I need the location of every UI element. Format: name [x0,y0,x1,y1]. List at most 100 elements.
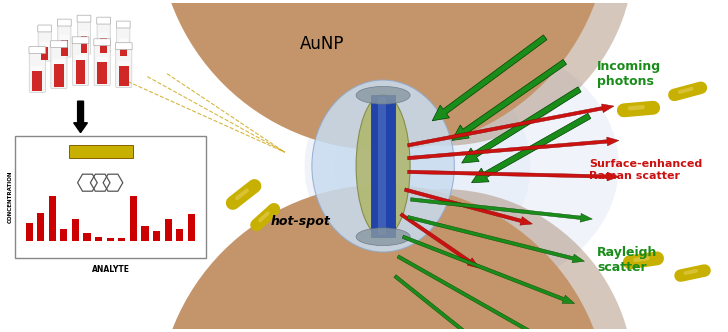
FancyBboxPatch shape [38,25,52,32]
Circle shape [157,185,609,332]
FancyBboxPatch shape [50,41,67,47]
Point [653,256,662,260]
FancyArrow shape [74,101,87,132]
Point [687,87,696,91]
FancyArrow shape [400,213,479,268]
Line: 2 pts: 2 pts [674,88,701,95]
Bar [119,38,127,43]
Ellipse shape [356,86,410,104]
Bar [81,36,87,53]
Bar [60,35,68,40]
FancyBboxPatch shape [116,21,130,28]
Point [700,269,709,273]
Point [264,211,272,215]
Bar [84,233,90,241]
Bar [53,59,65,64]
FancyArrow shape [432,35,547,121]
FancyArrow shape [408,170,619,181]
Text: Surface-enhanced
Raman scatter: Surface-enhanced Raman scatter [590,159,703,181]
Circle shape [157,0,609,150]
Line: 2 pts: 2 pts [624,108,653,110]
Line: 2 pts: 2 pts [260,213,268,220]
Point [280,150,289,154]
Ellipse shape [356,95,410,237]
Bar [165,219,172,241]
Bar [96,57,108,62]
FancyArrow shape [407,215,585,263]
FancyBboxPatch shape [58,19,71,26]
Bar [15,135,206,258]
Ellipse shape [334,68,531,264]
Bar [378,97,386,235]
Line: 2 pts: 2 pts [237,191,247,198]
Bar [99,34,108,38]
Point [620,108,628,112]
Circle shape [250,0,634,146]
Bar [37,212,44,241]
Bar [118,238,125,241]
Point [676,90,684,94]
Text: AuNP: AuNP [300,35,344,53]
Bar [176,229,183,241]
Point [250,184,259,188]
FancyBboxPatch shape [97,21,110,54]
Bar [76,60,85,84]
Point [697,86,705,90]
Point [638,105,647,109]
Bar [188,214,195,241]
FancyBboxPatch shape [72,37,89,44]
Bar [33,71,42,91]
Point [123,80,132,84]
Bar [98,62,107,84]
Bar [54,64,64,87]
Point [670,93,678,97]
Point [162,72,171,76]
Bar [25,223,33,241]
FancyArrow shape [462,87,581,163]
Ellipse shape [304,38,619,294]
Bar [31,66,43,71]
FancyBboxPatch shape [77,15,91,22]
FancyBboxPatch shape [94,39,111,46]
Point [692,269,700,273]
Text: Rayleigh
scatter: Rayleigh scatter [597,246,657,274]
Point [631,258,640,262]
Bar [153,231,160,241]
Bar [141,226,149,241]
FancyBboxPatch shape [38,29,51,61]
FancyArrow shape [397,255,550,332]
FancyBboxPatch shape [97,17,111,24]
Bar [75,55,87,60]
Point [143,75,151,79]
Circle shape [250,189,634,332]
Point [256,218,264,222]
Line: 2 pts: 2 pts [630,107,643,108]
FancyBboxPatch shape [58,23,71,57]
Point [269,207,278,211]
FancyBboxPatch shape [51,45,67,89]
Bar [119,66,129,86]
Text: CONCENTRATION: CONCENTRATION [7,171,12,223]
Bar [371,95,395,237]
FancyBboxPatch shape [29,51,45,93]
Line: 2 pts: 2 pts [256,209,274,225]
Point [280,150,289,154]
Line: 2 pts: 2 pts [681,271,705,276]
Ellipse shape [312,80,454,252]
Bar [95,237,102,241]
Point [229,201,237,205]
Point [676,274,685,278]
FancyBboxPatch shape [73,41,89,86]
Bar [107,238,114,241]
FancyBboxPatch shape [77,20,90,54]
Line: 2 pts: 2 pts [127,82,285,152]
FancyArrow shape [452,59,566,140]
Line: 2 pts: 2 pts [685,271,696,273]
Bar [120,43,127,56]
Line: 2 pts: 2 pts [680,89,692,92]
Bar [118,61,130,66]
Bar [41,47,48,60]
Text: ANALYTE: ANALYTE [92,265,130,274]
Point [242,189,251,193]
Bar [49,196,56,241]
